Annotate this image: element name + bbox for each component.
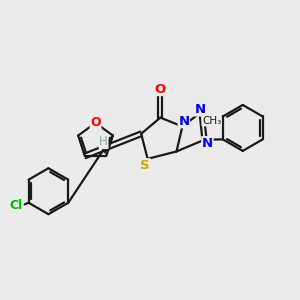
- Text: N: N: [178, 115, 189, 128]
- Text: CH₃: CH₃: [202, 116, 221, 126]
- Text: Cl: Cl: [10, 199, 23, 212]
- Text: O: O: [90, 116, 101, 129]
- Text: S: S: [140, 159, 150, 172]
- Text: H: H: [99, 135, 108, 148]
- Text: N: N: [194, 103, 206, 116]
- Text: O: O: [155, 82, 166, 95]
- Text: N: N: [202, 137, 213, 150]
